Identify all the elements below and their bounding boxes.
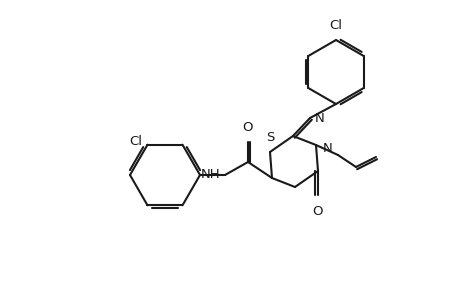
Text: O: O — [242, 121, 253, 134]
Text: N: N — [314, 112, 324, 124]
Text: Cl: Cl — [129, 135, 142, 148]
Text: O: O — [312, 205, 323, 218]
Text: S: S — [265, 131, 274, 144]
Text: Cl: Cl — [329, 19, 342, 32]
Text: NH: NH — [200, 169, 219, 182]
Text: N: N — [322, 142, 332, 154]
